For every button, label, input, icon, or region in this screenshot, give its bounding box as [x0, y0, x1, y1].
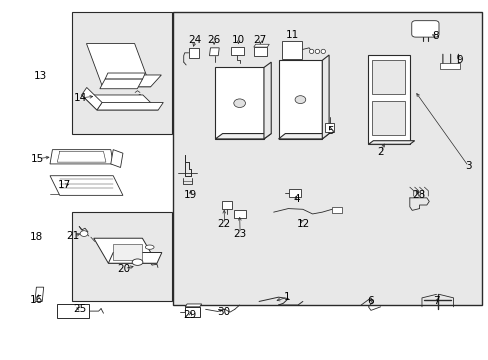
Bar: [72, 12, 171, 134]
Polygon shape: [278, 60, 322, 139]
Text: 22: 22: [217, 219, 230, 229]
Circle shape: [233, 99, 245, 108]
Text: 27: 27: [253, 35, 266, 45]
Ellipse shape: [309, 49, 313, 54]
Text: 25: 25: [73, 304, 86, 314]
Bar: [372, 60, 405, 94]
Bar: [72, 212, 171, 301]
Text: 17: 17: [58, 180, 71, 190]
Circle shape: [294, 96, 305, 104]
Bar: [372, 102, 405, 135]
Bar: [325, 123, 333, 132]
Polygon shape: [94, 238, 157, 263]
Polygon shape: [215, 67, 264, 139]
Bar: [231, 47, 243, 55]
Bar: [439, 63, 459, 68]
Bar: [173, 12, 481, 305]
Polygon shape: [50, 150, 113, 164]
Text: 11: 11: [285, 30, 298, 40]
Text: 18: 18: [30, 232, 43, 242]
Text: 14: 14: [74, 93, 87, 103]
Text: 3: 3: [464, 161, 470, 171]
Polygon shape: [264, 62, 271, 139]
Bar: [253, 47, 267, 56]
Polygon shape: [278, 134, 328, 139]
Polygon shape: [253, 44, 269, 47]
Bar: [57, 304, 89, 318]
Text: 10: 10: [231, 35, 244, 45]
Polygon shape: [100, 79, 142, 89]
Polygon shape: [209, 48, 219, 56]
Text: 29: 29: [183, 310, 196, 320]
Bar: [331, 207, 341, 213]
Bar: [113, 244, 142, 260]
Text: 13: 13: [34, 71, 47, 81]
Bar: [221, 202, 232, 208]
Text: 16: 16: [30, 295, 43, 305]
Bar: [188, 48, 199, 58]
Text: 15: 15: [31, 154, 44, 163]
Text: 26: 26: [207, 35, 220, 45]
Text: 21: 21: [66, 231, 80, 241]
Bar: [282, 41, 301, 59]
Polygon shape: [81, 87, 102, 110]
Text: 20: 20: [117, 264, 130, 274]
Text: 6: 6: [367, 296, 373, 306]
Polygon shape: [368, 55, 409, 144]
Polygon shape: [86, 44, 150, 87]
Polygon shape: [50, 176, 122, 195]
Text: 7: 7: [432, 296, 439, 306]
Ellipse shape: [321, 49, 325, 54]
Polygon shape: [102, 75, 161, 87]
Polygon shape: [105, 73, 145, 79]
Polygon shape: [81, 95, 158, 110]
Text: 4: 4: [293, 194, 300, 203]
Polygon shape: [215, 134, 271, 139]
Text: 28: 28: [411, 190, 425, 200]
Text: 5: 5: [326, 126, 333, 136]
Text: 24: 24: [188, 35, 201, 45]
Bar: [288, 189, 301, 197]
Text: 12: 12: [297, 219, 310, 229]
Text: 30: 30: [217, 307, 230, 317]
Polygon shape: [111, 150, 122, 167]
FancyBboxPatch shape: [411, 21, 438, 37]
Text: 8: 8: [431, 31, 438, 41]
Polygon shape: [108, 252, 162, 263]
Text: 1: 1: [284, 292, 290, 302]
Ellipse shape: [132, 259, 142, 265]
Text: 9: 9: [455, 55, 462, 64]
Polygon shape: [185, 304, 201, 307]
Ellipse shape: [145, 245, 154, 249]
Polygon shape: [322, 55, 328, 139]
Ellipse shape: [315, 49, 319, 54]
Text: 23: 23: [233, 229, 246, 239]
Polygon shape: [368, 141, 414, 144]
Polygon shape: [97, 103, 163, 110]
Polygon shape: [35, 287, 43, 301]
Circle shape: [80, 231, 88, 237]
Text: 19: 19: [183, 190, 196, 200]
Text: 2: 2: [377, 147, 383, 157]
Bar: [233, 210, 245, 218]
Bar: [185, 307, 200, 317]
